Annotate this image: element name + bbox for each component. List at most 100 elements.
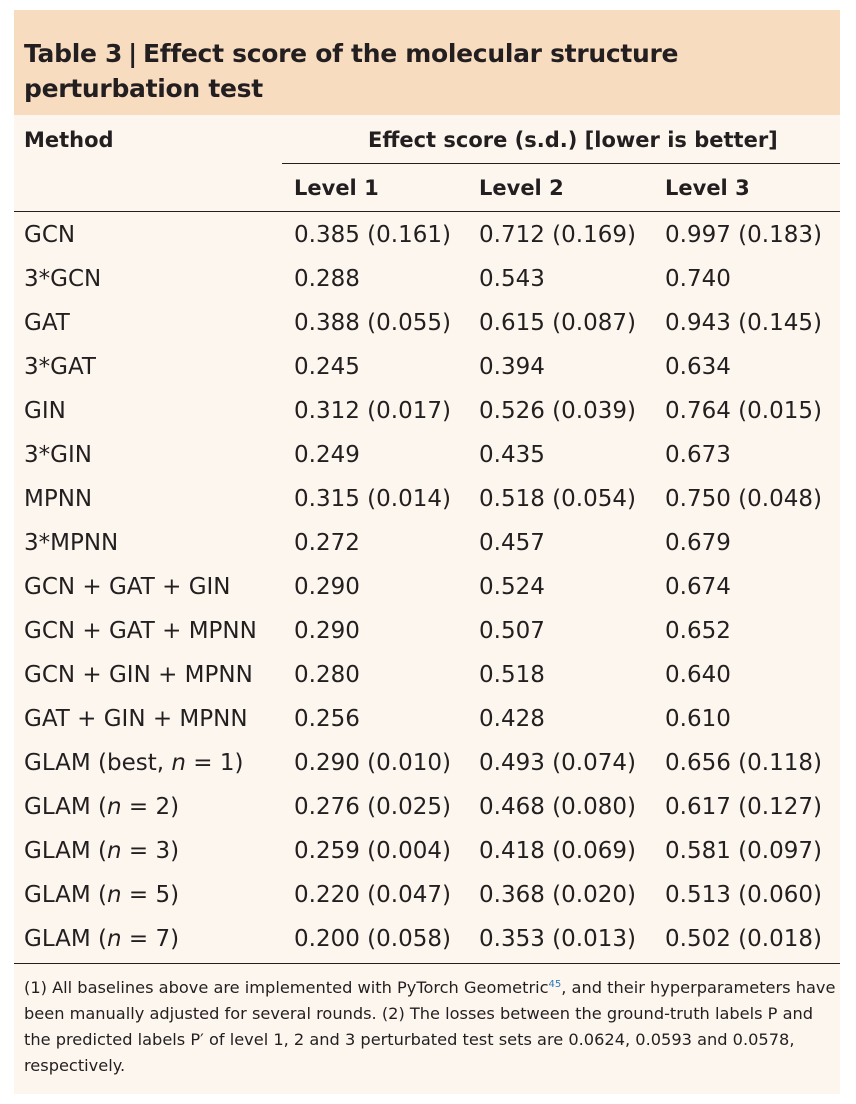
table-row: GLAM (n = 5) 0.220 (0.047) 0.368 (0.020) 0.… (14, 873, 840, 917)
method-cell: GLAM (n = 7) (24, 926, 180, 952)
level-3-cell: 0.513 (0.060) (665, 882, 822, 908)
method-cell: 3*GAT (24, 354, 96, 380)
level-3-cell: 0.943 (0.145) (665, 310, 822, 336)
level-1-cell: 0.259 (0.004) (294, 838, 451, 864)
method-cell: GAT + GIN + MPNN (24, 706, 248, 732)
level-2-cell: 0.712 (0.169) (479, 222, 636, 248)
level-1-cell: 0.249 (294, 442, 360, 468)
level-1-cell: 0.245 (294, 354, 360, 380)
level-3-cell: 0.997 (0.183) (665, 222, 822, 248)
table-panel: Table 3 | Effect score of the molecular st… (14, 10, 840, 1094)
level-1-cell: 0.290 (294, 574, 360, 600)
table-row: MPNN 0.315 (0.014) 0.518 (0.054) 0.750 (0.0… (14, 477, 840, 521)
column-group-header-effect-score: Effect score (s.d.) [lower is better] (368, 128, 778, 152)
variable-n: n (107, 794, 122, 820)
title-separator: | (128, 39, 137, 68)
level-3-cell: 0.610 (665, 706, 731, 732)
table-caption: Effect score of the molecular structure … (24, 39, 679, 103)
level-1-cell: 0.272 (294, 530, 360, 556)
table-row: 3*GIN 0.249 0.435 0.673 (14, 433, 840, 477)
footnote-text-part-1: (1) All baselines above are implemented … (24, 978, 549, 997)
table-row: 3*GAT 0.245 0.394 0.634 (14, 345, 840, 389)
variable-n: n (107, 926, 122, 952)
level-2-cell: 0.457 (479, 530, 545, 556)
method-cell: 3*GCN (24, 266, 102, 292)
level-2-cell: 0.526 (0.039) (479, 398, 636, 424)
level-1-cell: 0.315 (0.014) (294, 486, 451, 512)
variable-n: n (171, 750, 186, 776)
level-3-cell: 0.764 (0.015) (665, 398, 822, 424)
method-cell: GLAM (best, n = 1) (24, 750, 244, 776)
level-2-cell: 0.493 (0.074) (479, 750, 636, 776)
level-3-cell: 0.617 (0.127) (665, 794, 822, 820)
method-cell: 3*GIN (24, 442, 92, 468)
level-1-cell: 0.388 (0.055) (294, 310, 451, 336)
level-2-cell: 0.418 (0.069) (479, 838, 636, 864)
level-1-cell: 0.200 (0.058) (294, 926, 451, 952)
table-row: GLAM (n = 2) 0.276 (0.025) 0.468 (0.080) 0.… (14, 785, 840, 829)
reference-45-link[interactable]: 45 (548, 979, 562, 990)
level-2-cell: 0.543 (479, 266, 545, 292)
level-3-cell: 0.652 (665, 618, 731, 644)
variable-n: n (107, 882, 122, 908)
table-label: Table 3 (24, 39, 123, 68)
level-3-cell: 0.656 (0.118) (665, 750, 822, 776)
footnote-text-part-2: , and their hyperparameters have been ma… (24, 978, 836, 1075)
variable-n: n (107, 838, 122, 864)
group-header-rule (282, 163, 840, 164)
level-1-cell: 0.290 (0.010) (294, 750, 451, 776)
column-header-level-2: Level 2 (479, 176, 564, 200)
method-cell: GCN + GAT + MPNN (24, 618, 257, 644)
level-3-cell: 0.502 (0.018) (665, 926, 822, 952)
level-1-cell: 0.290 (294, 618, 360, 644)
method-cell: GAT (24, 310, 70, 336)
table-row: GLAM (best, n = 1) 0.290 (0.010) 0.493 (0.… (14, 741, 840, 785)
level-3-cell: 0.581 (0.097) (665, 838, 822, 864)
level-2-cell: 0.518 (0.054) (479, 486, 636, 512)
level-1-cell: 0.220 (0.047) (294, 882, 451, 908)
method-cell: MPNN (24, 486, 93, 512)
method-cell: GCN + GAT + GIN (24, 574, 231, 600)
level-2-cell: 0.524 (479, 574, 545, 600)
table-row: GCN + GAT + GIN 0.290 0.524 0.674 (14, 565, 840, 609)
level-2-cell: 0.507 (479, 618, 545, 644)
table-row: GAT 0.388 (0.055) 0.615 (0.087) 0.943 (0.14… (14, 301, 840, 345)
table-row: 3*GCN 0.288 0.543 0.740 (14, 257, 840, 301)
level-3-cell: 0.740 (665, 266, 731, 292)
level-3-cell: 0.640 (665, 662, 731, 688)
table-row: 3*MPNN 0.272 0.457 0.679 (14, 521, 840, 565)
column-header-method: Method (24, 128, 114, 152)
method-cell: GCN (24, 222, 76, 248)
column-header-level-3: Level 3 (665, 176, 750, 200)
column-header-level-1: Level 1 (294, 176, 379, 200)
level-1-cell: 0.385 (0.161) (294, 222, 451, 248)
level-1-cell: 0.288 (294, 266, 360, 292)
level-1-cell: 0.276 (0.025) (294, 794, 451, 820)
table-row: GCN + GAT + MPNN 0.290 0.507 0.652 (14, 609, 840, 653)
table-row: GCN 0.385 (0.161) 0.712 (0.169) 0.997 (0.18… (14, 213, 840, 257)
level-3-cell: 0.634 (665, 354, 731, 380)
table-row: GIN 0.312 (0.017) 0.526 (0.039) 0.764 (0.01… (14, 389, 840, 433)
level-3-cell: 0.679 (665, 530, 731, 556)
level-3-cell: 0.673 (665, 442, 731, 468)
level-3-cell: 0.674 (665, 574, 731, 600)
method-cell: GLAM (n = 3) (24, 838, 180, 864)
level-1-cell: 0.280 (294, 662, 360, 688)
level-1-cell: 0.256 (294, 706, 360, 732)
method-cell: GLAM (n = 2) (24, 794, 180, 820)
level-2-cell: 0.394 (479, 354, 545, 380)
level-1-cell: 0.312 (0.017) (294, 398, 451, 424)
table-row: GLAM (n = 3) 0.259 (0.004) 0.418 (0.069) 0.… (14, 829, 840, 873)
level-2-cell: 0.518 (479, 662, 545, 688)
level-2-cell: 0.435 (479, 442, 545, 468)
table-row: GCN + GIN + MPNN 0.280 0.518 0.640 (14, 653, 840, 697)
level-2-cell: 0.353 (0.013) (479, 926, 636, 952)
table-title: Table 3 | Effect score of the molecular st… (24, 36, 824, 106)
level-2-cell: 0.428 (479, 706, 545, 732)
header-rule (14, 211, 840, 212)
table-row: GAT + GIN + MPNN 0.256 0.428 0.610 (14, 697, 840, 741)
level-2-cell: 0.468 (0.080) (479, 794, 636, 820)
table-bottom-rule (14, 963, 840, 964)
method-cell: GIN (24, 398, 66, 424)
table-footnote: (1) All baselines above are implemented … (24, 975, 836, 1079)
